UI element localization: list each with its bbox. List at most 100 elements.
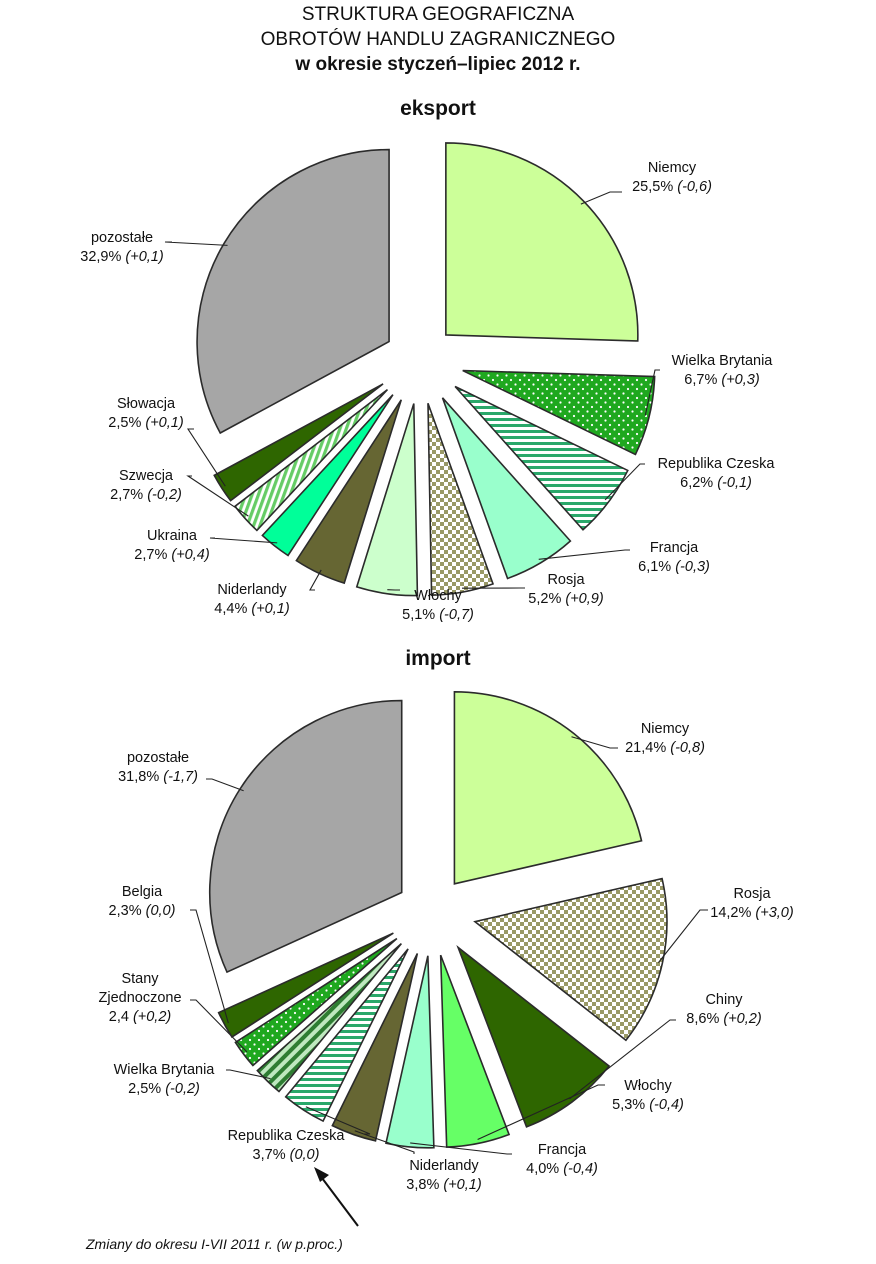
import-label-niemcy: Niemcy — [641, 721, 690, 737]
title-line-3: w okresie styczeń–lipiec 2012 r. — [295, 54, 581, 75]
import-change-wlochy: (-0,4) — [649, 1097, 684, 1113]
import-leader-niemcy — [571, 736, 618, 749]
import-value-pozostale: 31,8% (-1,7) — [118, 769, 198, 785]
import-slice-stany-zjednoczone — [234, 937, 398, 1067]
import-label-wielka-brytania: Wielka Brytania — [114, 1062, 216, 1078]
import-leader-niderlandy — [354, 1130, 415, 1154]
eksport-slice-rosja — [427, 403, 495, 597]
eksport-slice-francja — [441, 397, 572, 580]
eksport-slice-republika-czeska — [454, 385, 629, 531]
eksport-value-ukraina: 2,7% (+0,4) — [134, 547, 209, 563]
import-label-belgia: Belgia — [122, 884, 163, 900]
eksport-value-szwecja: 2,7% (-0,2) — [110, 487, 182, 503]
eksport-value-francja: 6,1% (-0,3) — [638, 559, 710, 575]
import-change-belgia: (0,0) — [146, 903, 176, 919]
eksport-pct-wielka-brytania: 6,7% — [684, 372, 721, 388]
import-value-wlochy: 5,3% (-0,4) — [612, 1097, 684, 1113]
import-leader-republika-czeska — [305, 1106, 371, 1135]
eksport-slice-szwecja — [233, 388, 389, 532]
eksport-label-wielka-brytania: Wielka Brytania — [672, 353, 774, 369]
import-value-niemcy: 21,4% (-0,8) — [625, 740, 705, 756]
import-pct-republika-czeska: 3,7% — [253, 1147, 290, 1163]
import-slice-wielka-brytania — [256, 942, 402, 1093]
import-leader-wielka-brytania — [226, 1069, 271, 1080]
import-pct-wielka-brytania: 2,5% — [128, 1081, 165, 1097]
eksport-leader-republika-czeska — [604, 463, 645, 501]
import-pct-stany-zjednoczone: 2,4 — [109, 1009, 133, 1025]
eksport-leader-szwecja — [186, 475, 249, 517]
eksport-slice-ukraina — [261, 394, 394, 557]
import-label-stany-zjednoczone-line2: Zjednoczone — [98, 990, 181, 1006]
eksport-label-niderlandy: Niderlandy — [217, 582, 287, 598]
eksport-label-slowacja: Słowacja — [117, 396, 176, 412]
eksport-change-szwecja: (-0,2) — [147, 487, 182, 503]
eksport-value-niderlandy: 4,4% (+0,1) — [214, 601, 289, 617]
import-pct-francja: 4,0% — [526, 1161, 563, 1177]
export-pie-chart: Niemcy 25,5% (-0,6) Wielka Brytania 6,7% (+… — [80, 142, 776, 623]
import-leader-pozostale — [206, 778, 244, 792]
eksport-change-ukraina: (+0,4) — [171, 547, 209, 563]
eksport-slice-pozostale — [196, 148, 390, 435]
export-chart-title: eksport — [400, 97, 476, 120]
eksport-pct-szwecja: 2,7% — [110, 487, 147, 503]
eksport-value-rosja: 5,2% (+0,9) — [528, 591, 603, 607]
footnote-arrow-line — [321, 1177, 359, 1227]
import-leader-rosja — [657, 909, 708, 963]
import-slice-niderlandy — [331, 953, 419, 1142]
eksport-leader-pozostale — [164, 241, 228, 246]
import-change-pozostale: (-1,7) — [163, 769, 198, 785]
import-value-wielka-brytania: 2,5% (-0,2) — [128, 1081, 200, 1097]
import-leader-wlochy — [477, 1084, 605, 1140]
eksport-change-wielka-brytania: (+0,3) — [721, 372, 759, 388]
import-change-niderlandy: (+0,1) — [443, 1177, 481, 1193]
eksport-label-republika-czeska: Republika Czeska — [658, 456, 776, 472]
eksport-pct-ukraina: 2,7% — [134, 547, 171, 563]
import-pct-niemcy: 21,4% — [625, 740, 670, 756]
import-label-republika-czeska: Republika Czeska — [228, 1128, 346, 1144]
import-pct-chiny: 8,6% — [686, 1011, 723, 1027]
import-pct-niderlandy: 3,8% — [406, 1177, 443, 1193]
eksport-change-niderlandy: (+0,1) — [251, 601, 289, 617]
eksport-change-republika-czeska: (-0,1) — [717, 475, 752, 491]
import-label-rosja: Rosja — [733, 886, 771, 902]
eksport-value-republika-czeska: 6,2% (-0,1) — [680, 475, 752, 491]
import-pct-belgia: 2,3% — [109, 903, 146, 919]
eksport-value-wlochy: 5,1% (-0,7) — [402, 607, 474, 623]
eksport-label-niemcy: Niemcy — [648, 160, 697, 176]
import-pct-rosja: 14,2% — [710, 905, 755, 921]
eksport-slice-slowacja — [213, 383, 384, 502]
eksport-leader-niderlandy — [309, 569, 322, 591]
eksport-slice-wlochy — [355, 403, 419, 597]
import-slice-chiny — [456, 945, 611, 1128]
import-slice-belgia — [217, 932, 394, 1039]
import-pct-wlochy: 5,3% — [612, 1097, 649, 1113]
import-value-republika-czeska: 3,7% (0,0) — [253, 1147, 320, 1163]
import-change-wielka-brytania: (-0,2) — [165, 1081, 200, 1097]
import-label-francja: Francja — [538, 1142, 587, 1158]
import-value-chiny: 8,6% (+0,2) — [686, 1011, 761, 1027]
eksport-pct-niemcy: 25,5% — [632, 179, 677, 195]
import-chart-title: import — [405, 647, 471, 670]
eksport-label-rosja: Rosja — [547, 572, 585, 588]
eksport-change-rosja: (+0,9) — [565, 591, 603, 607]
eksport-pct-francja: 6,1% — [638, 559, 675, 575]
eksport-slice-niemcy — [445, 142, 639, 342]
eksport-pct-pozostale: 32,9% — [80, 249, 125, 265]
eksport-leader-wielka-brytania — [644, 369, 660, 416]
eksport-leader-ukraina — [209, 537, 278, 544]
import-value-francja: 4,0% (-0,4) — [526, 1161, 598, 1177]
import-value-stany-zjednoczone: 2,4 (+0,2) — [109, 1009, 171, 1025]
eksport-slice-wielka-brytania — [462, 369, 656, 456]
eksport-value-pozostale: 32,9% (+0,1) — [80, 249, 163, 265]
eksport-pct-niderlandy: 4,4% — [214, 601, 251, 617]
import-label-wlochy: Włochy — [624, 1078, 672, 1094]
eksport-label-francja: Francja — [650, 540, 699, 556]
import-leader-belgia — [190, 909, 229, 1024]
import-slice-niemcy — [453, 691, 643, 885]
title-line-1: STRUKTURA GEOGRAFICZNA — [301, 4, 575, 25]
eksport-change-niemcy: (-0,6) — [677, 179, 712, 195]
eksport-change-francja: (-0,3) — [675, 559, 710, 575]
import-change-rosja: (+3,0) — [755, 905, 793, 921]
import-change-francja: (-0,4) — [563, 1161, 598, 1177]
